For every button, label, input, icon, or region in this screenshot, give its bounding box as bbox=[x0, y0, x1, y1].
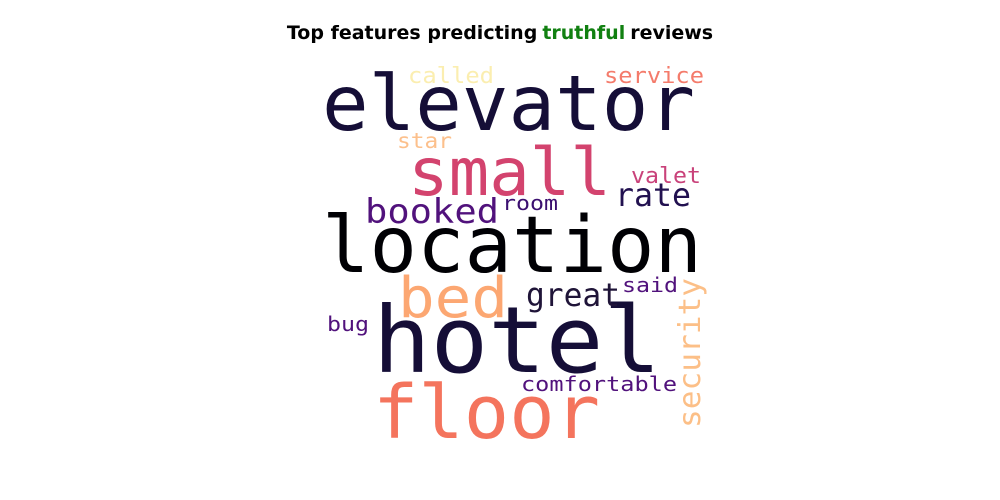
word-booked: booked bbox=[365, 192, 499, 232]
word-rate: rate bbox=[615, 176, 691, 214]
word-valet: valet bbox=[631, 164, 701, 189]
word-hotel: hotel bbox=[373, 287, 661, 394]
word-said: said bbox=[622, 273, 678, 297]
word-room: room bbox=[502, 191, 558, 215]
word-small: small bbox=[408, 134, 611, 211]
word-security: security bbox=[673, 278, 708, 428]
title-suffix: reviews bbox=[630, 22, 714, 44]
word-star: star bbox=[397, 129, 452, 153]
word-great: great bbox=[526, 276, 620, 314]
word-floor: floor bbox=[373, 370, 600, 456]
word-bed: bed bbox=[398, 266, 508, 331]
word-service: service bbox=[604, 64, 704, 89]
word-called: called bbox=[408, 64, 494, 89]
title-highlight: truthful bbox=[542, 22, 626, 44]
chart-title: Top features predicting truthful reviews bbox=[0, 22, 1000, 44]
word-elevator: elevator bbox=[322, 60, 695, 149]
word-bug: bug bbox=[327, 312, 369, 336]
word-comfortable: comfortable bbox=[521, 372, 677, 396]
word-location: location bbox=[322, 201, 702, 291]
title-prefix: Top features predicting bbox=[286, 22, 538, 44]
